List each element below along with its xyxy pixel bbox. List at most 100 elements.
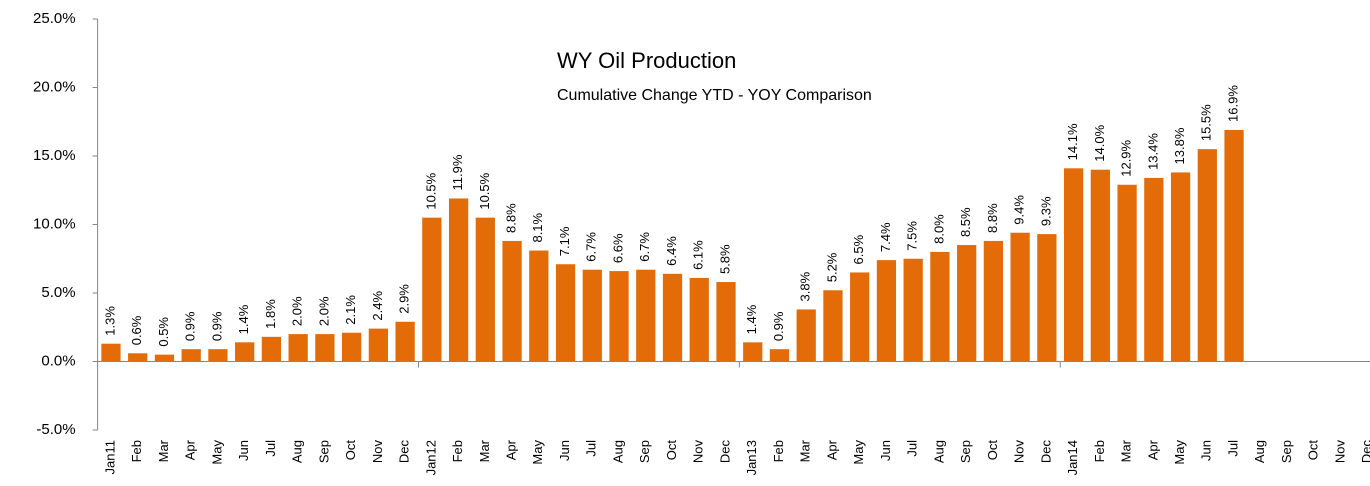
value-label: 2.1% xyxy=(343,295,358,325)
bar xyxy=(876,260,897,362)
x-tick-label: Jun xyxy=(236,440,251,461)
bar xyxy=(448,198,469,362)
x-tick-label: Jan13 xyxy=(744,440,759,475)
x-tick-label: May xyxy=(1172,440,1187,465)
bar xyxy=(368,328,388,362)
x-tick-label: Jun xyxy=(878,440,893,461)
x-tick-label: Nov xyxy=(691,440,706,464)
x-tick-label: Oct xyxy=(343,440,358,461)
x-tick-label: Jul xyxy=(905,440,920,457)
x-tick-label: Jul xyxy=(1225,440,1240,457)
x-tick-label: Dec xyxy=(397,440,412,464)
bar xyxy=(1144,177,1164,362)
bar xyxy=(342,332,362,362)
value-label: 1.8% xyxy=(263,299,278,329)
value-label: 0.9% xyxy=(183,311,198,341)
x-tick-label: Jan12 xyxy=(423,440,438,475)
value-label: 10.5% xyxy=(423,172,438,209)
value-label: 6.7% xyxy=(584,232,599,262)
value-label: 6.7% xyxy=(637,232,652,262)
x-tick-label: Oct xyxy=(985,440,1000,461)
bar xyxy=(582,269,602,362)
y-tick-label: 0.0% xyxy=(41,352,75,369)
bar xyxy=(315,334,335,362)
bar xyxy=(662,273,683,362)
bar xyxy=(154,354,175,362)
bar xyxy=(395,321,415,362)
x-tick-label: Dec xyxy=(717,440,732,464)
x-tick-label: Mar xyxy=(477,439,492,462)
x-tick-label: Jul xyxy=(584,440,599,457)
value-label: 11.9% xyxy=(450,154,465,190)
x-tick-label: Sep xyxy=(1279,440,1294,463)
value-label: 3.8% xyxy=(798,271,813,301)
x-tick-label: Jan11 xyxy=(102,440,117,474)
x-tick-label: Oct xyxy=(1306,440,1321,461)
bar xyxy=(1063,168,1084,362)
bar xyxy=(261,336,282,362)
bar xyxy=(475,217,495,362)
chart-subtitle: Cumulative Change YTD - YOY Comparison xyxy=(557,87,872,104)
bar xyxy=(1197,149,1217,362)
bar xyxy=(930,251,950,362)
x-tick-label: Jun xyxy=(557,440,572,461)
bar xyxy=(101,343,121,362)
x-tick-label: Feb xyxy=(1092,440,1107,462)
bar xyxy=(128,353,148,362)
value-label: 1.4% xyxy=(236,304,251,334)
x-tick-label: May xyxy=(209,440,224,465)
x-tick-label: Sep xyxy=(958,440,973,463)
bar xyxy=(1224,129,1244,362)
value-label: 8.0% xyxy=(931,214,946,244)
x-tick-label: Nov xyxy=(1332,440,1347,464)
bar xyxy=(1010,232,1030,362)
x-tick-label: Aug xyxy=(290,440,305,463)
x-tick-label: Apr xyxy=(1145,439,1160,460)
value-label: 6.1% xyxy=(691,240,706,270)
x-tick-label: Nov xyxy=(370,440,385,464)
bar xyxy=(689,277,709,362)
bar xyxy=(1170,172,1191,362)
value-label: 8.1% xyxy=(530,212,545,242)
bar xyxy=(235,342,255,362)
x-tick-label: Feb xyxy=(771,440,786,462)
bar xyxy=(1037,234,1057,362)
value-label: 7.1% xyxy=(557,226,572,256)
value-label: 9.4% xyxy=(1012,195,1027,225)
value-label: 16.9% xyxy=(1225,85,1240,122)
x-tick-label: Dec xyxy=(1359,440,1370,464)
bar xyxy=(502,240,522,362)
bar xyxy=(636,269,656,362)
y-tick-label: 25.0% xyxy=(33,10,76,27)
chart-title: WY Oil Production xyxy=(557,48,736,73)
bar xyxy=(288,334,308,362)
x-tick-label: May xyxy=(530,440,545,465)
x-tick-label: Feb xyxy=(450,440,465,462)
y-tick-label: 15.0% xyxy=(33,147,76,164)
bar xyxy=(609,271,629,362)
value-label: 9.3% xyxy=(1038,196,1053,226)
value-label: 2.0% xyxy=(316,296,331,326)
bar xyxy=(769,349,790,362)
x-tick-label: Mar xyxy=(798,439,813,462)
y-tick-label: 5.0% xyxy=(41,284,75,301)
value-label: 1.3% xyxy=(102,306,117,336)
x-tick-label: May xyxy=(851,440,866,465)
bar xyxy=(983,240,1004,362)
bar xyxy=(208,349,228,362)
value-label: 8.8% xyxy=(504,203,519,233)
x-tick-label: Apr xyxy=(824,439,839,460)
bar xyxy=(555,264,576,362)
x-tick-label: Jul xyxy=(263,440,278,457)
bar xyxy=(903,258,923,362)
x-tick-label: Apr xyxy=(504,439,519,460)
x-tick-label: Sep xyxy=(316,440,331,463)
x-tick-label: Aug xyxy=(1252,440,1267,463)
bar xyxy=(850,272,870,362)
x-tick-label: Oct xyxy=(664,440,679,461)
value-label: 12.9% xyxy=(1119,139,1134,176)
bar xyxy=(823,290,843,362)
value-label: 13.8% xyxy=(1172,127,1187,164)
value-label: 0.6% xyxy=(129,315,144,345)
